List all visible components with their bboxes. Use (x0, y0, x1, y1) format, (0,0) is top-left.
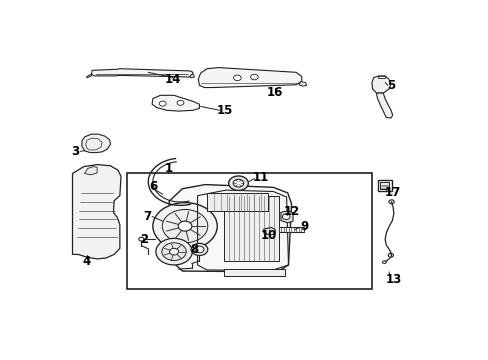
Text: 14: 14 (164, 73, 181, 86)
Text: 1: 1 (164, 162, 172, 175)
Text: 7: 7 (143, 210, 151, 223)
Text: 11: 11 (253, 171, 269, 184)
Circle shape (250, 74, 258, 80)
Text: 4: 4 (82, 255, 91, 268)
Polygon shape (371, 76, 390, 93)
Polygon shape (224, 269, 284, 276)
Polygon shape (376, 93, 392, 118)
Bar (279, 227, 303, 232)
Polygon shape (84, 167, 97, 175)
Text: 10: 10 (260, 229, 276, 242)
Bar (127, 174, 371, 288)
Polygon shape (198, 68, 301, 87)
Polygon shape (264, 228, 275, 235)
Polygon shape (169, 185, 291, 272)
Circle shape (153, 203, 217, 250)
Text: 16: 16 (266, 86, 283, 99)
Polygon shape (280, 211, 292, 223)
Text: 6: 6 (149, 180, 157, 193)
Text: 12: 12 (284, 205, 300, 218)
Polygon shape (87, 74, 91, 78)
Circle shape (169, 248, 178, 255)
Text: 17: 17 (384, 186, 400, 199)
Circle shape (139, 237, 144, 241)
Text: 3: 3 (71, 145, 80, 158)
Polygon shape (91, 69, 193, 77)
Circle shape (228, 176, 248, 190)
Circle shape (159, 101, 166, 106)
Text: 2: 2 (140, 233, 147, 246)
Circle shape (178, 221, 191, 231)
Bar (377, 180, 391, 191)
Circle shape (195, 246, 203, 253)
Circle shape (162, 243, 186, 261)
Polygon shape (82, 134, 110, 153)
Circle shape (177, 100, 183, 105)
Text: 8: 8 (190, 243, 198, 256)
Text: 5: 5 (386, 79, 394, 92)
Circle shape (382, 261, 386, 264)
Circle shape (282, 214, 289, 220)
Polygon shape (299, 81, 306, 86)
Circle shape (388, 200, 393, 204)
Text: 9: 9 (300, 220, 308, 233)
Polygon shape (72, 165, 121, 259)
Circle shape (162, 210, 207, 243)
Circle shape (233, 75, 241, 81)
Circle shape (156, 238, 192, 265)
Text: 13: 13 (385, 273, 401, 286)
Circle shape (191, 243, 207, 256)
Polygon shape (152, 95, 199, 111)
Polygon shape (189, 74, 194, 78)
Text: 15: 15 (216, 104, 233, 117)
Bar (224, 196, 279, 261)
Circle shape (233, 179, 244, 187)
Bar (380, 183, 388, 189)
Bar (377, 76, 384, 78)
Circle shape (387, 253, 393, 257)
Bar (206, 193, 267, 211)
